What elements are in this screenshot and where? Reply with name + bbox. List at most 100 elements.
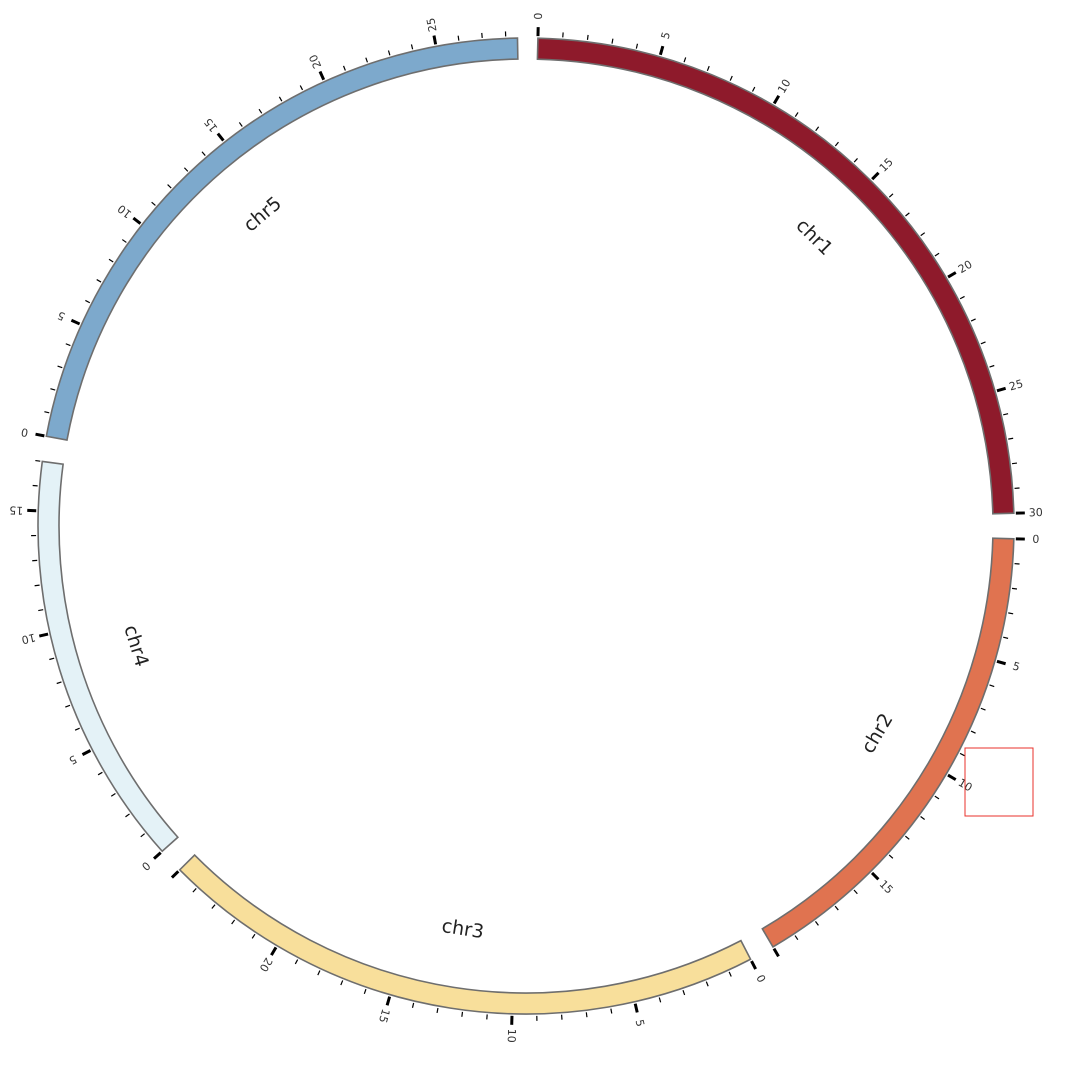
chr1-tick-label: 30 <box>1029 506 1043 519</box>
chr2-minor-tick <box>959 752 965 757</box>
tick-layer: 0510152025300510150510152005101505101520… <box>9 12 1043 1042</box>
chr3-minor-tick <box>251 933 256 939</box>
chr5-minor-tick <box>457 35 460 41</box>
chr1-minor-tick <box>905 212 910 217</box>
chr1-minor-tick <box>751 86 756 92</box>
chr5-minor-tick <box>299 85 304 91</box>
chr1-tick-label: 5 <box>659 30 673 40</box>
chr2-minor-tick <box>989 684 995 688</box>
chr5-minor-tick <box>57 365 63 369</box>
chr4-minor-tick <box>38 609 44 612</box>
chr5-major-tick <box>216 132 225 142</box>
chr3-label: chr3 <box>440 915 485 943</box>
chr2-minor-tick <box>834 905 839 911</box>
chr3-major-tick <box>633 1003 639 1013</box>
chr4-tick-label: 15 <box>9 503 23 516</box>
chr5-minor-tick <box>65 343 71 347</box>
chr5-tick-label: 10 <box>115 202 134 221</box>
chr1-label: chr1 <box>791 214 837 260</box>
chr5-minor-tick <box>85 299 91 304</box>
chr5-minor-tick <box>108 258 114 263</box>
chr3-major-tick <box>750 960 757 970</box>
chr4-minor-tick <box>140 833 146 838</box>
chr3-minor-tick <box>411 1002 415 1008</box>
chr1-tick-label: 0 <box>532 12 545 19</box>
chr1-minor-tick <box>794 112 799 117</box>
chr5-minor-tick <box>151 201 156 206</box>
chr5-minor-tick <box>50 388 56 391</box>
chr5-minor-tick <box>121 239 127 243</box>
chr4-major-tick <box>38 632 49 638</box>
chr5-ideogram <box>45 37 519 442</box>
chr2-minor-tick <box>980 707 986 711</box>
chr4-minor-tick <box>125 813 130 818</box>
label-layer: chr1 chr2 chr3 chr4 chr5 <box>119 192 897 943</box>
chr2-minor-tick <box>1008 612 1014 615</box>
chr1-major-tick <box>996 386 1007 393</box>
chr1-tick-label: 15 <box>877 156 896 175</box>
chr3-minor-tick <box>231 919 236 925</box>
chr1-major-tick <box>658 45 665 56</box>
chr1-minor-tick <box>888 193 894 198</box>
chr1-minor-tick <box>729 75 733 81</box>
chr4-major-tick <box>81 749 92 756</box>
chr2-major-tick <box>996 659 1007 666</box>
chr1-minor-tick <box>853 158 858 163</box>
chr1-minor-tick <box>1008 437 1014 440</box>
chr1-major-tick <box>871 171 880 181</box>
chr5-minor-tick <box>44 411 50 414</box>
chr4-tick-label: 0 <box>139 859 153 873</box>
chr3-tick-label: 20 <box>257 955 275 974</box>
chr5-minor-tick <box>201 151 206 156</box>
chr1-minor-tick <box>970 318 976 322</box>
chr5-minor-tick <box>365 57 369 63</box>
chr4-minor-tick <box>56 681 62 685</box>
chr1-minor-tick <box>706 65 710 72</box>
chr4-minor-tick <box>34 584 40 587</box>
chr5-major-tick <box>132 216 142 225</box>
chr3-tick-label: 15 <box>376 1007 392 1024</box>
chr3-minor-tick <box>658 997 662 1003</box>
chr5-minor-tick <box>387 50 391 56</box>
chr3-minor-tick <box>192 888 197 893</box>
chr5-tick-label: 15 <box>202 115 221 134</box>
chr1-minor-tick <box>980 341 986 345</box>
chr1-minor-tick <box>815 126 820 132</box>
chr3-minor-tick <box>294 959 299 965</box>
chr5-major-tick <box>318 70 326 81</box>
chr3-minor-tick <box>436 1007 439 1014</box>
chr5-minor-tick <box>342 65 346 71</box>
chr4-tick-label: 10 <box>20 631 37 647</box>
chr5-minor-tick <box>258 108 263 114</box>
chr1-minor-tick <box>683 57 687 63</box>
chr5-tick-label: 20 <box>307 52 325 70</box>
chr2-minor-tick <box>970 730 976 734</box>
chr4-major-tick <box>153 851 162 860</box>
chr3-ideogram <box>178 853 752 1015</box>
chr2-tick-label: 15 <box>877 878 896 897</box>
chr3-minor-tick <box>682 989 686 996</box>
chr2-minor-tick <box>794 935 799 941</box>
chr4-label: chr4 <box>119 622 152 669</box>
chr3-minor-tick <box>610 1008 613 1014</box>
chr5-minor-tick <box>183 167 189 172</box>
chr5-major-tick <box>432 35 438 45</box>
chr5-minor-tick <box>278 96 283 102</box>
chr3-tick-label: 10 <box>505 1029 518 1043</box>
chr3-minor-tick <box>317 970 321 976</box>
chr1-ideogram <box>536 37 1015 515</box>
chr1-tick-label: 10 <box>775 77 793 96</box>
chr2-minor-tick <box>1011 587 1018 590</box>
chr3-minor-tick <box>585 1012 588 1018</box>
chr1-minor-tick <box>834 141 839 147</box>
chr5-major-tick <box>70 318 81 326</box>
chr1-tick-label: 25 <box>1008 377 1025 393</box>
chr2-label: chr2 <box>857 710 897 758</box>
chr4-minor-tick <box>97 771 103 776</box>
chr1-minor-tick <box>635 43 639 49</box>
chr5-label: chr5 <box>239 192 286 236</box>
chr2-highlight-box <box>964 747 1034 817</box>
chr3-minor-tick <box>340 980 344 986</box>
chr2-minor-tick <box>814 921 819 926</box>
